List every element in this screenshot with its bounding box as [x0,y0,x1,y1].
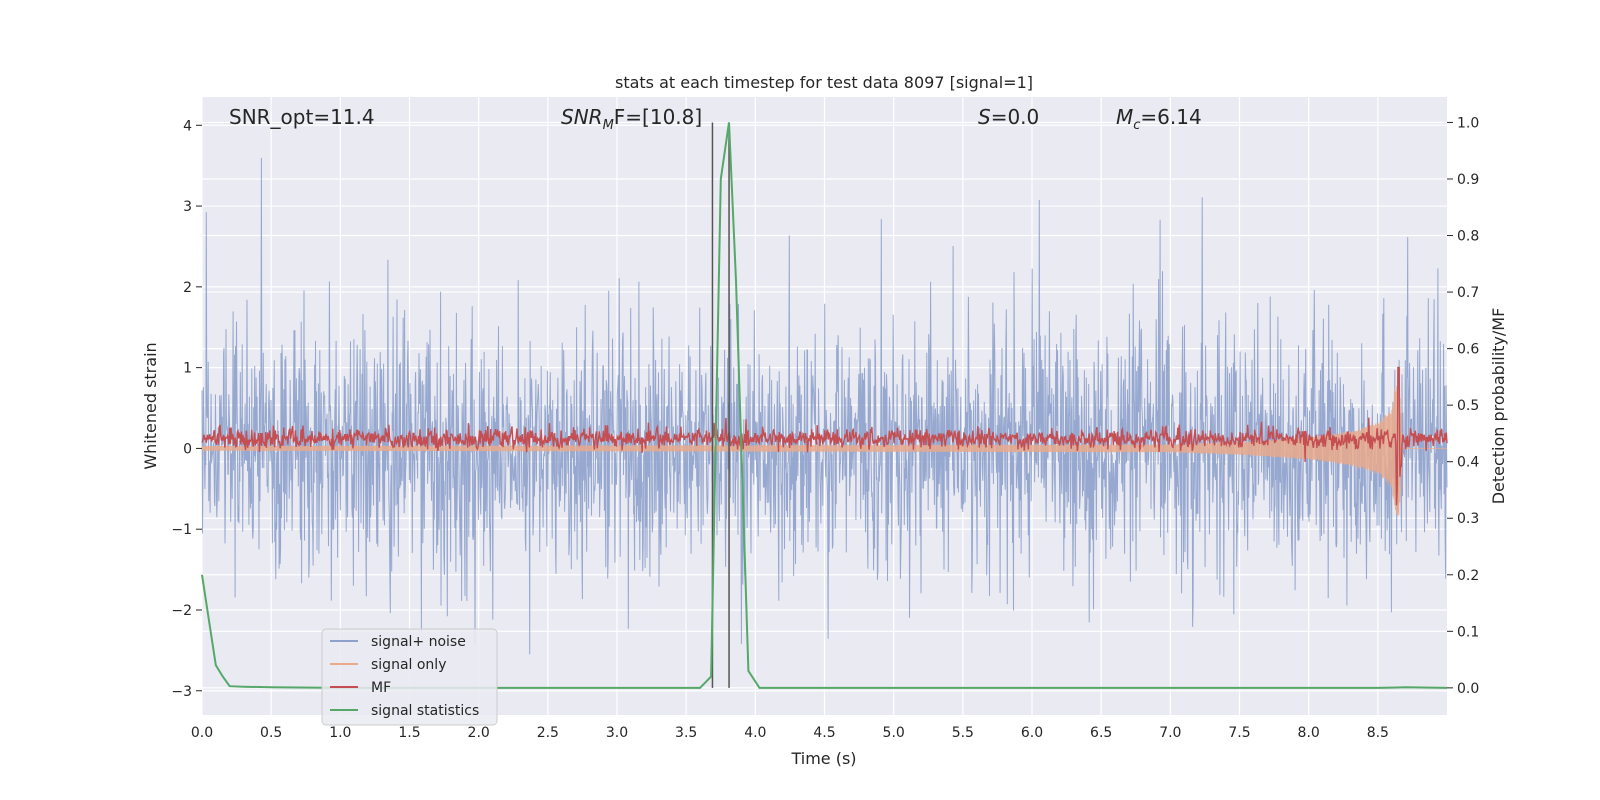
legend-label-signal-only: signal only [371,657,446,673]
x-tick-label: 0.0 [191,725,213,741]
y-tick-label: 2 [183,280,192,296]
snr-mf-rest: F=[10.8] [614,105,702,129]
x-tick-label: 1.0 [329,725,351,741]
signal-statistics-line [201,122,1448,689]
x-tick-label: 4.0 [744,725,766,741]
annotation-mc: Mc=6.14 [1116,105,1202,133]
y2-tick-label: 1.0 [1457,115,1479,131]
y-tick-label: −2 [171,603,192,619]
y-tick-label: 1 [183,361,192,377]
legend-box [321,628,498,726]
x-tick-label: 6.0 [1021,725,1043,741]
series-mf [201,366,1448,506]
s-var: S [978,105,991,129]
x-tick-label: 7.5 [1228,725,1250,741]
y2-tick-label: 0.0 [1457,681,1479,697]
y-axis-ticks: 4 3 2 1 0 −1 −2 −3 [171,118,202,700]
x-axis-ticks: 0.0 0.5 1.0 1.5 2.0 2.5 3.0 3.5 4.0 4.5 5.0 5.5 6.0 6… [191,725,1389,741]
y2-tick-label: 0.7 [1457,285,1479,301]
legend-label-signal-noise: signal+ noise [371,634,466,650]
signal-only-line [201,375,1447,516]
mc-sub: c [1133,118,1140,133]
y2-tick-label: 0.3 [1457,511,1479,527]
mc-rest: =6.14 [1140,105,1201,129]
legend-label-mf: MF [371,680,391,696]
y2-axis-label: Detection probability/MF [1489,308,1508,505]
snr-mf-sub: M [603,118,614,133]
y-tick-label: −3 [171,684,192,700]
annotation-snr-mf: SNRMF=[10.8] [561,105,702,133]
x-tick-label: 2.0 [468,725,490,741]
legend-label-signal-statistics: signal statistics [371,703,479,719]
x-axis-label: Time (s) [790,749,856,768]
chart-title: stats at each timestep for test data 809… [615,73,1033,92]
series-signal-only [201,375,1447,516]
y2-tick-label: 0.6 [1457,342,1479,358]
s-rest: =0.0 [991,105,1040,129]
mf-line [201,366,1448,506]
y2-tick-label: 0.5 [1457,398,1479,414]
y-tick-label: 3 [183,199,192,215]
x-tick-label: 0.5 [260,725,282,741]
y-tick-label: 4 [183,118,192,134]
y-tick-label: 0 [183,441,192,457]
x-tick-label: 8.5 [1367,725,1389,741]
x-tick-label: 2.5 [537,725,559,741]
x-tick-label: 4.5 [813,725,835,741]
y2-axis-ticks: 1.0 0.9 0.8 0.7 0.6 0.5 0.4 0.3 0.2 0.1 0.0 [1447,115,1479,697]
y-axis-label: Whitened strain [141,342,160,469]
x-tick-label: 3.0 [606,725,628,741]
x-tick-label: 3.5 [675,725,697,741]
x-tick-label: 6.5 [1090,725,1112,741]
annotation-s: S=0.0 [978,105,1039,129]
x-tick-label: 5.0 [883,725,905,741]
legend: signal+ noise signal only MF signal stat… [321,628,498,726]
snr-mf-base: SNR [561,105,603,129]
y-tick-label: −1 [171,522,192,538]
y2-tick-label: 0.4 [1457,455,1479,471]
y2-tick-label: 0.1 [1457,624,1479,640]
mc-base: M [1116,105,1133,129]
x-tick-label: 8.0 [1298,725,1320,741]
annotation-snr-opt: SNR_opt=11.4 [229,105,375,129]
series-signal-statistics [201,122,1448,689]
x-tick-label: 1.5 [398,725,420,741]
x-tick-label: 5.5 [952,725,974,741]
y2-tick-label: 0.9 [1457,172,1479,188]
y2-tick-label: 0.2 [1457,568,1479,584]
x-tick-label: 7.0 [1159,725,1181,741]
y2-tick-label: 0.8 [1457,229,1479,245]
